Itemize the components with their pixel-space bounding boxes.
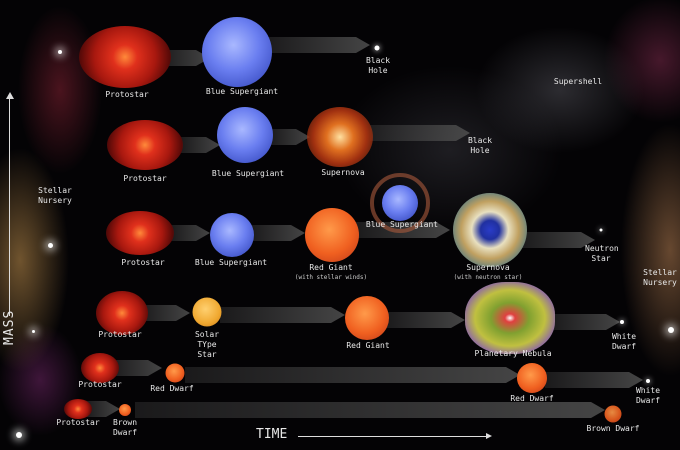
arrow [185,367,520,383]
label: Protostar [78,380,122,389]
arrow [160,50,210,66]
protostar [81,353,119,383]
arrow [265,37,370,53]
label-text: Stellar Nursery [38,186,72,205]
time-axis-label: TIME [256,427,288,442]
red-dwarf [165,363,185,383]
mass-axis-line [9,98,10,316]
label: Blue Supergiant [194,258,268,267]
label: Red Dwarf [150,384,194,393]
arrow [180,137,220,153]
time-axis-line [298,436,488,437]
background-star [16,432,22,438]
red-giant [345,296,389,340]
blue-supergiant [210,213,254,257]
supershell-label: Supershell [553,77,603,86]
arrow [545,372,643,388]
arrow [140,305,190,321]
label: Red Giant (with stellar winds) [295,263,367,283]
arrow [520,232,595,248]
red-giant [305,208,359,262]
label: Protostar [123,174,167,183]
arrow [85,401,120,417]
label: Red Giant [346,341,390,350]
stellar-nursery-right-label: Stellar Nursery [632,268,680,288]
label: Brown Dwarf [586,424,640,433]
brown-dwarf [604,405,622,423]
label: Red Dwarf [510,394,554,403]
arrow [170,225,210,241]
arrow [220,307,345,323]
protostar [79,26,171,88]
arrow [550,314,620,330]
blue-supergiant [202,17,272,87]
label: White Dwarf [635,386,661,405]
label: Supernova (with neutron star) [454,263,523,283]
label: White Dwarf [611,332,637,351]
arrow [110,360,162,376]
mass-axis-arrowhead [6,92,14,99]
label: Protostar [98,330,142,339]
protostar [96,291,148,335]
supernova [307,107,373,167]
background-star [668,327,674,333]
stellar-wind-ring [370,173,430,233]
label: Black Hole [467,136,493,155]
background-star [32,330,35,333]
stellar-nursery-left-label: Stellar Nursery [27,186,83,206]
label: Planetary Nebula [474,349,552,358]
black-hole [374,45,380,51]
label-note: (with stellar winds) [294,274,368,281]
protostar [106,211,174,255]
mass-axis-label: MASS [2,309,17,345]
protostar [107,120,183,170]
label-text: Red Giant [309,263,353,272]
arrow [370,125,470,141]
planetary-nebula [465,282,555,354]
supernova-with-neutron-star [453,193,527,267]
label: Brown Dwarf [112,418,138,437]
neutron-star [599,228,603,232]
label: Supernova [321,168,365,177]
background-star [58,50,62,54]
arrow [250,225,305,241]
arrow [135,402,605,418]
label: Protostar [121,258,165,267]
red-dwarf [517,363,547,393]
arrow [270,129,310,145]
blue-supergiant [382,185,418,221]
label: Blue Supergiant [211,169,285,178]
time-axis-arrowhead [486,433,492,439]
blue-supergiant [217,107,273,163]
label: Neutron Star [585,244,619,263]
label: Solar TYpe Star [194,330,220,359]
label-text: Supernova [466,263,510,272]
label: Protostar [105,90,149,99]
protostar [64,399,92,419]
brown-dwarf [119,404,131,416]
label-note: (with neutron star) [453,274,523,281]
white-dwarf [620,320,624,324]
label: Blue Supergiant [205,87,279,96]
solar-type-star [192,297,222,327]
white-dwarf [646,379,650,383]
label: Black Hole [365,56,391,75]
label-text: Stellar Nursery [643,268,677,287]
label: Protostar [56,418,100,427]
label: Blue Supergiant [365,220,439,229]
arrow [385,312,465,328]
background-star [48,243,53,248]
